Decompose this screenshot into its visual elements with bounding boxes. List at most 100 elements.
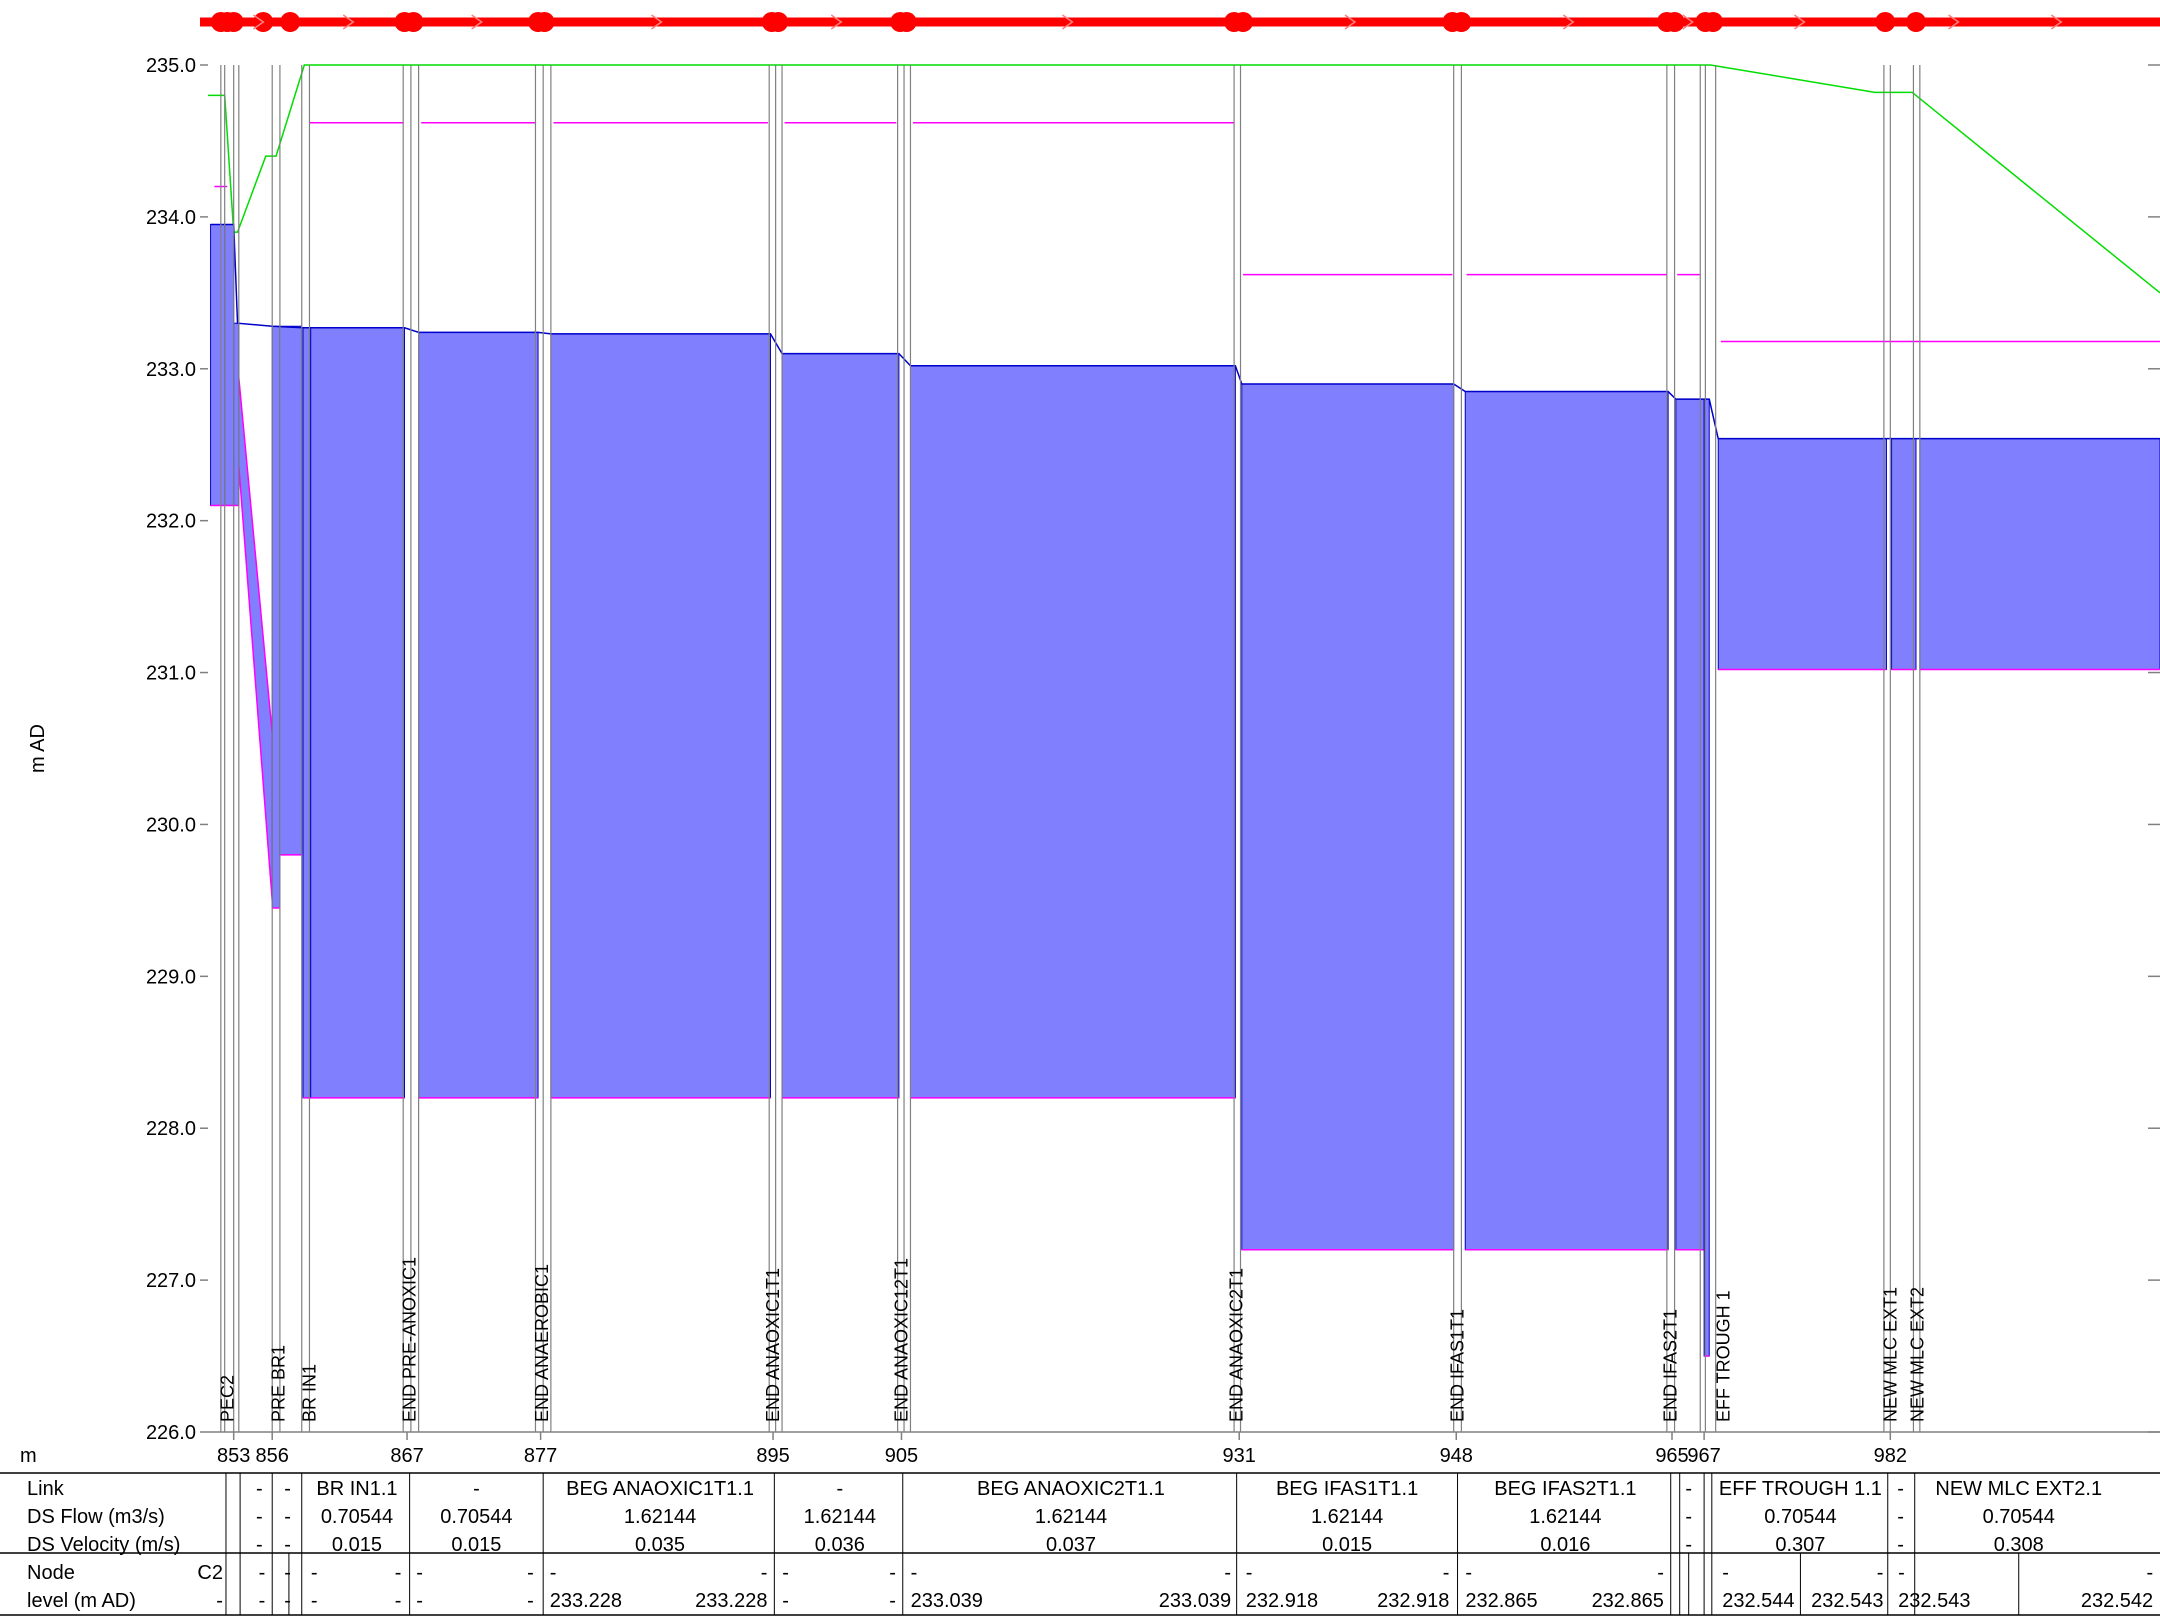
link-node-marker [768,12,789,32]
link-arrow [651,14,663,30]
structure-chamber [909,365,1236,1099]
link-cell: - [836,1478,843,1500]
link-arrow [342,14,355,30]
node-label: END ANAOXIC2T1 [1227,1268,1247,1422]
flow-cell: 1.62144 [1035,1506,1107,1528]
x-tick-label: 877 [524,1445,557,1467]
link-cell: - [1685,1478,1692,1500]
node-cell: - [1657,1562,1664,1584]
node-label: END IFAS1T1 [1448,1309,1468,1422]
node-label: END IFAS2T1 [1661,1309,1681,1422]
node-label: BR IN1 [299,1364,319,1422]
y-tick-label: 234.0 [146,207,196,229]
level-cell: 232.544 [1722,1590,1794,1612]
velocity-cell: 0.015 [332,1534,382,1556]
x-tick-label: 856 [256,1445,289,1467]
link-arrow [471,14,483,30]
velocity-cell: 0.015 [451,1534,501,1556]
level-cell: 232.865 [1465,1590,1537,1612]
flow-cell: 0.70544 [1983,1506,2055,1528]
row-label-flow: DS Flow (m3/s) [27,1506,165,1528]
link-arrow [1344,14,1357,30]
level-cell: - [527,1590,534,1612]
node-label: PEC2 [217,1375,237,1422]
y-tick-label: 229.0 [146,966,196,988]
link-node-marker [1906,12,1926,32]
velocity-cell: - [1685,1534,1692,1556]
structure-chamber [224,223,235,506]
link-node-marker [280,12,301,32]
node-label: EFF TROUGH 1 [1713,1290,1733,1422]
y-tick-label: 231.0 [146,663,196,685]
x-tick-label: 931 [1223,1445,1256,1467]
sloped-pipe [232,323,273,901]
structure-chamber [233,322,240,506]
link-cell: BR IN1.1 [316,1478,397,1500]
structure-chamber [1464,391,1669,1251]
node-cell: - [395,1562,402,1584]
structure-chamber [210,223,226,506]
level-cell: - [889,1590,896,1612]
level-cell: 232.542 [2081,1590,2153,1612]
link-cell: BEG ANAOXIC1T1.1 [566,1478,754,1500]
node-label: NEW MLC EXT1 [1880,1287,1900,1422]
node-cell: - [416,1562,423,1584]
x-tick-label: 895 [756,1445,789,1467]
level-cell: - [259,1590,266,1612]
link-cell: - [284,1478,291,1500]
y-tick-label: 230.0 [146,814,196,836]
y-tick-label: 233.0 [146,359,196,381]
flow-cell: 1.62144 [804,1506,876,1528]
velocity-cell: 0.037 [1046,1534,1096,1556]
velocity-cell: 0.035 [635,1534,685,1556]
node-cell: - [1898,1562,1905,1584]
flow-cell: - [284,1506,291,1528]
ground-level-line [208,64,2160,294]
node-label: PRE BR1 [269,1345,289,1422]
level-cell: 232.543 [1898,1590,1970,1612]
node-cell: - [911,1562,918,1584]
link-arrow [830,14,843,30]
link-cell: NEW MLC EXT2.1 [1935,1478,2102,1500]
node-cell: - [1246,1562,1253,1584]
link-cell: - [473,1478,480,1500]
flow-cell: - [1897,1506,1904,1528]
link-node-marker [1451,12,1472,32]
structure-chamber [550,333,771,1099]
node-label: END ANAOXIC12T1 [891,1258,911,1422]
row-label-link: Link [27,1478,65,1500]
link-node-marker [223,12,244,32]
x-tick-label: 853 [217,1445,250,1467]
level-cell: 232.918 [1246,1590,1318,1612]
flow-cell: 0.70544 [321,1506,393,1528]
y-tick-label: 227.0 [146,1270,196,1292]
row-label-node: Node [27,1562,75,1584]
flow-cell: 1.62144 [1311,1506,1383,1528]
x-tick-label: 982 [1874,1445,1907,1467]
structure-chamber [271,325,281,909]
velocity-cell: 0.308 [1994,1534,2044,1556]
link-cell: EFF TROUGH 1.1 [1719,1478,1882,1500]
node-cell: - [782,1562,789,1584]
node-cell: - [1443,1562,1450,1584]
flow-cell: 0.70544 [440,1506,512,1528]
y-tick-label: 232.0 [146,511,196,533]
structure-chamber [1919,438,2160,671]
velocity-cell: 0.036 [815,1534,865,1556]
level-cell: 233.228 [550,1590,622,1612]
structure-chamber [279,325,303,856]
level-cell: 233.039 [1159,1590,1231,1612]
flow-cell: 0.70544 [1764,1506,1836,1528]
structure-chamber [1241,383,1455,1251]
level-cell: - [311,1590,318,1612]
structure-chamber [418,331,539,1099]
node-cell: - [889,1562,896,1584]
link-cell: - [256,1478,263,1500]
node-cell: - [1224,1562,1231,1584]
link-arrow [1948,14,1960,30]
level-cell: 232.865 [1592,1590,1664,1612]
node-cell: - [311,1562,318,1584]
link-node-marker [534,12,555,32]
velocity-cell: 0.307 [1775,1534,1825,1556]
node-label: END PRE-ANOXIC1 [400,1257,420,1422]
